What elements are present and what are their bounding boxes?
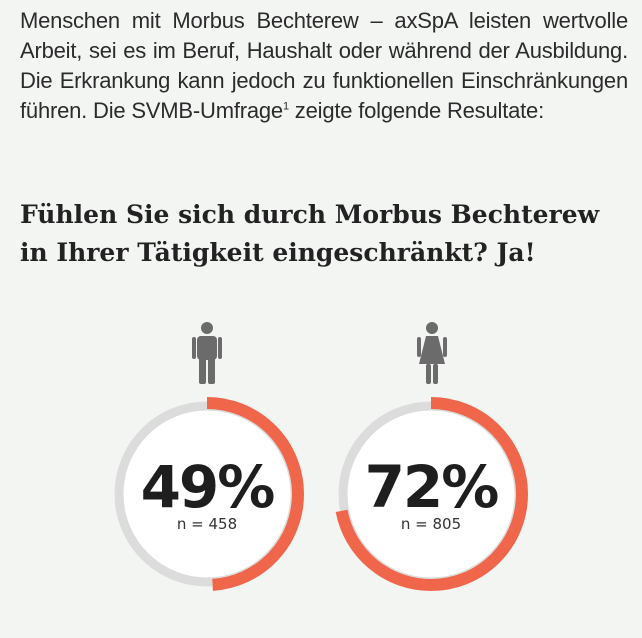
survey-question: Fühlen Sie sich durch Morbus Bechterew i… <box>20 200 600 267</box>
percent-value: 49% <box>140 453 276 521</box>
stat-men: 49% n = 458 <box>107 318 307 593</box>
ring-progress-arc <box>110 397 304 591</box>
ring-progress-arc <box>334 397 528 591</box>
footnote-marker: 1 <box>282 100 289 113</box>
ring-chart-women <box>334 397 528 591</box>
stat-women: 72% n = 805 <box>331 318 531 593</box>
male-person-icon <box>191 322 223 384</box>
female-person-icon <box>417 322 447 384</box>
percent-value: 72% <box>364 453 500 521</box>
intro-paragraph: Menschen mit Morbus Bechterew – axSpA le… <box>20 6 628 126</box>
sample-size: n = 458 <box>176 515 238 533</box>
intro-text-end: zeigte folgende Resultate: <box>288 98 544 123</box>
sample-size: n = 805 <box>400 515 462 533</box>
intro-text: Menschen mit Morbus Bechterew – axSpA le… <box>20 8 628 123</box>
ring-chart-men <box>110 397 304 591</box>
